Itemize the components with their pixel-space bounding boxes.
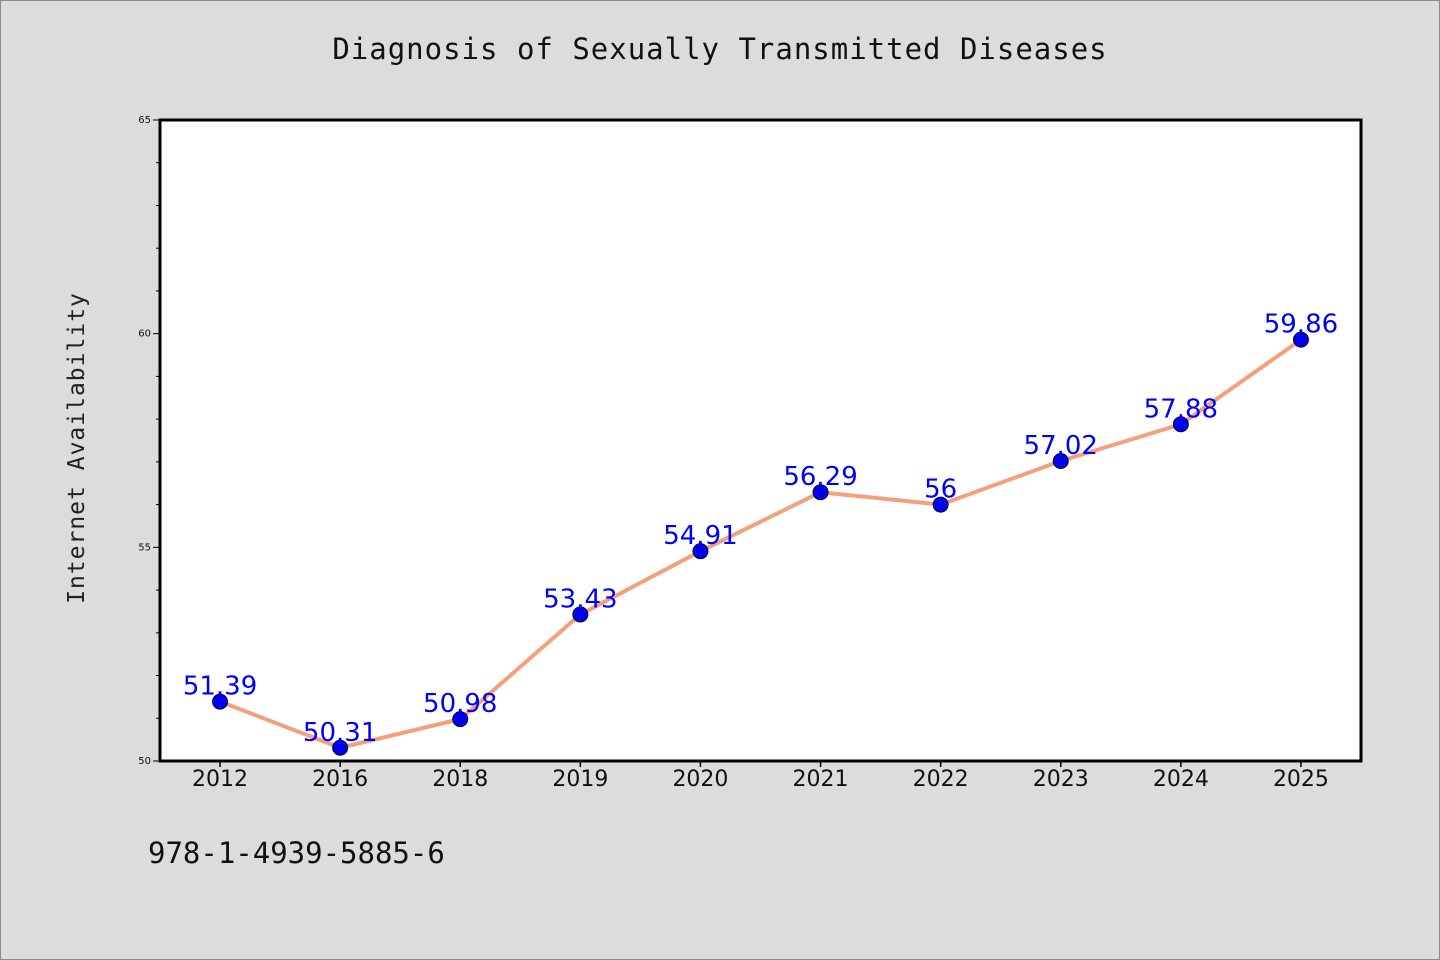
x-tick-label: 2023 bbox=[1033, 767, 1089, 792]
data-label: 56 bbox=[924, 475, 957, 505]
data-label: 54.91 bbox=[663, 521, 737, 551]
y-tick-label: 50 bbox=[138, 756, 151, 767]
data-label: 57.02 bbox=[1024, 431, 1098, 461]
y-tick-label: 55 bbox=[138, 542, 151, 553]
data-point bbox=[212, 693, 229, 710]
data-label: 53.43 bbox=[543, 584, 617, 614]
series-line bbox=[218, 337, 1303, 750]
x-tick-label: 2018 bbox=[432, 767, 488, 792]
data-point bbox=[572, 606, 589, 623]
data-point bbox=[1172, 416, 1189, 433]
data-point bbox=[1292, 331, 1309, 348]
x-tick-label: 2020 bbox=[672, 767, 728, 792]
x-tick-label: 2012 bbox=[192, 767, 248, 792]
x-tick-label: 2024 bbox=[1153, 767, 1209, 792]
data-label: 50.98 bbox=[423, 689, 497, 719]
data-point bbox=[932, 496, 949, 513]
x-tick-label: 2016 bbox=[312, 767, 368, 792]
data-label: 59.86 bbox=[1264, 310, 1338, 340]
plot-border bbox=[158, 118, 1363, 763]
data-point bbox=[452, 711, 469, 728]
x-tick-label: 2022 bbox=[913, 767, 969, 792]
x-tick-label: 2019 bbox=[552, 767, 608, 792]
data-label: 51.39 bbox=[183, 672, 257, 702]
data-point bbox=[332, 739, 349, 756]
isbn-footnote: 978-1-4939-5885-6 bbox=[148, 836, 445, 870]
data-point bbox=[692, 543, 709, 560]
data-label: 57.88 bbox=[1144, 394, 1218, 424]
y-tick-label: 60 bbox=[138, 329, 151, 340]
chart-title: Diagnosis of Sexually Transmitted Diseas… bbox=[332, 32, 1108, 66]
data-label: 50.31 bbox=[303, 718, 377, 748]
plot-area bbox=[160, 120, 1361, 761]
x-tick-label: 2021 bbox=[793, 767, 849, 792]
data-point bbox=[1052, 453, 1069, 470]
data-label: 56.29 bbox=[783, 462, 857, 492]
y-tick-label: 65 bbox=[138, 115, 151, 126]
data-point bbox=[812, 484, 829, 501]
x-tick-label: 2025 bbox=[1273, 767, 1329, 792]
